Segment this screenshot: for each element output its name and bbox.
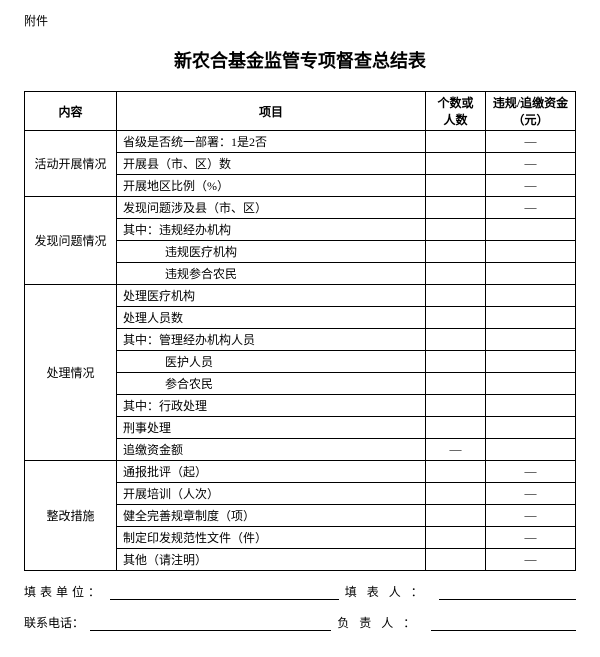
item-cell: 其中：行政处理 [117,395,426,417]
filler-underline [439,586,576,600]
header-category: 内容 [25,92,117,131]
count-cell [426,175,486,197]
item-cell: 处理医疗机构 [117,285,426,307]
count-cell [426,329,486,351]
amount-cell [486,285,576,307]
amount-cell: — [486,527,576,549]
table-row: 发现问题情况发现问题涉及县（市、区）— [25,197,576,219]
count-cell [426,241,486,263]
count-cell [426,527,486,549]
amount-cell [486,439,576,461]
count-cell [426,219,486,241]
item-cell: 通报批评（起） [117,461,426,483]
amount-cell [486,373,576,395]
item-cell: 制定印发规范性文件（件） [117,527,426,549]
item-cell: 违规医疗机构 [117,241,426,263]
count-cell [426,153,486,175]
count-cell [426,461,486,483]
item-cell: 处理人员数 [117,307,426,329]
item-cell: 发现问题涉及县（市、区） [117,197,426,219]
count-cell [426,285,486,307]
amount-cell [486,329,576,351]
amount-cell [486,263,576,285]
phone-underline [90,617,331,631]
item-cell: 健全完善规章制度（项） [117,505,426,527]
category-cell: 活动开展情况 [25,131,117,197]
item-cell: 开展县（市、区）数 [117,153,426,175]
count-cell [426,505,486,527]
item-cell: 省级是否统一部署：1是2否 [117,131,426,153]
amount-cell [486,307,576,329]
table-row: 活动开展情况省级是否统一部署：1是2否— [25,131,576,153]
count-cell [426,263,486,285]
phone-label: 联系电话： [24,614,84,631]
amount-cell: — [486,153,576,175]
responsible-underline [431,617,576,631]
item-cell: 追缴资金额 [117,439,426,461]
count-cell [426,373,486,395]
unit-label: 填表单位： [24,583,104,600]
item-cell: 开展培训（人次） [117,483,426,505]
item-cell: 开展地区比例（%） [117,175,426,197]
count-cell [426,483,486,505]
unit-underline [110,586,339,600]
amount-cell: — [486,197,576,219]
item-cell: 医护人员 [117,351,426,373]
footer-area: 填表单位： 填表人： 联系电话： 负责人： [24,583,576,631]
footer-row-2: 联系电话： 负责人： [24,614,576,631]
amount-cell: — [486,461,576,483]
item-cell: 刑事处理 [117,417,426,439]
amount-cell [486,241,576,263]
filler-label: 填表人： [345,583,433,600]
page-title: 新农合基金监管专项督查总结表 [24,47,576,73]
item-cell: 参合农民 [117,373,426,395]
footer-row-1: 填表单位： 填表人： [24,583,576,600]
amount-cell [486,417,576,439]
amount-cell [486,351,576,373]
count-cell [426,131,486,153]
item-cell: 其中：违规经办机构 [117,219,426,241]
count-cell [426,197,486,219]
amount-cell: — [486,549,576,571]
count-cell [426,395,486,417]
amount-cell: — [486,483,576,505]
amount-cell: — [486,505,576,527]
item-cell: 其他（请注明） [117,549,426,571]
table-row: 处理情况处理医疗机构 [25,285,576,307]
category-cell: 发现问题情况 [25,197,117,285]
count-cell [426,351,486,373]
table-header-row: 内容 项目 个数或人数 违规/追缴资金（元） [25,92,576,131]
amount-cell: — [486,131,576,153]
count-cell [426,549,486,571]
responsible-label: 负责人： [337,614,425,631]
summary-table: 内容 项目 个数或人数 违规/追缴资金（元） 活动开展情况省级是否统一部署：1是… [24,91,576,571]
item-cell: 违规参合农民 [117,263,426,285]
item-cell: 其中：管理经办机构人员 [117,329,426,351]
count-cell [426,307,486,329]
header-item: 项目 [117,92,426,131]
amount-cell [486,219,576,241]
category-cell: 整改措施 [25,461,117,571]
header-amount: 违规/追缴资金（元） [486,92,576,131]
category-cell: 处理情况 [25,285,117,461]
amount-cell: — [486,175,576,197]
header-count: 个数或人数 [426,92,486,131]
amount-cell [486,395,576,417]
count-cell: — [426,439,486,461]
count-cell [426,417,486,439]
table-row: 整改措施通报批评（起）— [25,461,576,483]
attachment-label: 附件 [24,12,576,29]
